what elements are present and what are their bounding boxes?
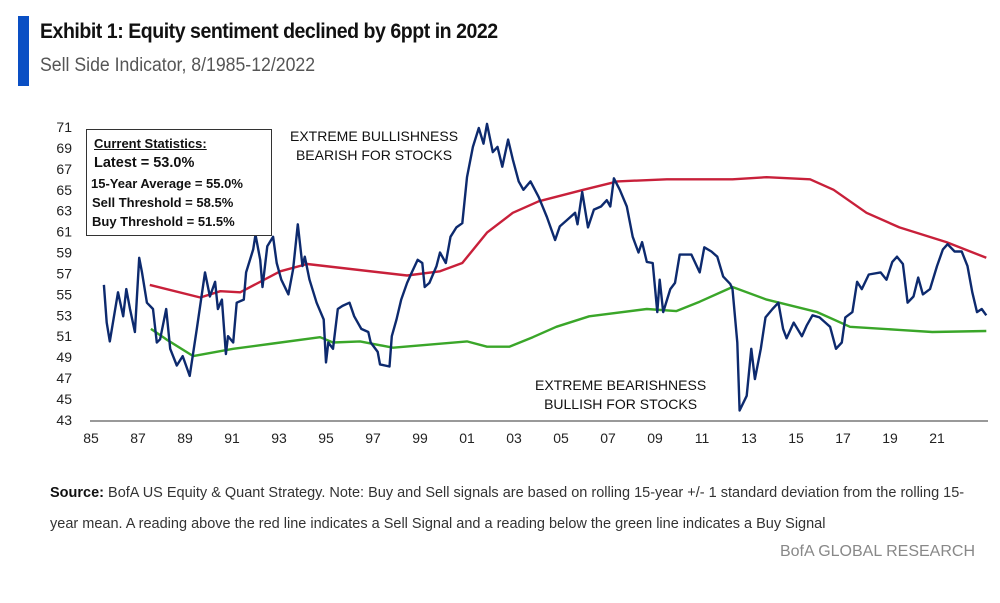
x-tick-label: 95 xyxy=(318,430,334,446)
y-tick-label: 61 xyxy=(56,224,72,240)
y-tick-label: 53 xyxy=(56,307,72,323)
brand-label: BofA GLOBAL RESEARCH xyxy=(779,543,975,560)
y-tick-label: 57 xyxy=(56,265,72,281)
source-text: BofA US Equity & Quant Strategy. Note: B… xyxy=(50,485,965,532)
series-line-buy-threshold xyxy=(150,285,987,358)
y-tick-label: 49 xyxy=(56,349,72,365)
x-tick-label: 97 xyxy=(365,430,381,446)
y-tick-label: 45 xyxy=(56,391,72,407)
annotation-bearishness: EXTREME BEARISHNESS BULLISH FOR STOCKS xyxy=(535,376,706,414)
x-tick-label: 89 xyxy=(177,430,193,446)
annotation-bullishness-line1: EXTREME BULLISHNESS xyxy=(290,128,459,144)
y-tick-label: 59 xyxy=(56,245,72,261)
x-tick-label: 13 xyxy=(741,430,757,446)
x-tick-label: 15 xyxy=(788,430,804,446)
y-tick-label: 55 xyxy=(56,286,72,302)
source-note: Source: BofA US Equity & Quant Strategy.… xyxy=(50,478,970,540)
x-tick-label: 85 xyxy=(83,430,99,446)
x-tick-label: 19 xyxy=(882,430,898,446)
x-tick-label: 99 xyxy=(412,430,428,446)
page-subtitle: Sell Side Indicator, 8/1985-12/2022 xyxy=(40,55,316,76)
stats-sell-threshold: Sell Threshold = 58.5% xyxy=(92,195,234,210)
x-tick-label: 09 xyxy=(647,430,663,446)
x-tick-label: 03 xyxy=(506,430,522,446)
annotation-bullishness: EXTREME BULLISHNESS BEARISH FOR STOCKS xyxy=(290,127,458,165)
x-tick-label: 05 xyxy=(553,430,569,446)
current-statistics-box: Current Statistics: Latest = 53.0% 15-Ye… xyxy=(86,129,272,236)
stats-buy-threshold: Buy Threshold = 51.5% xyxy=(92,214,235,229)
x-tick-label: 17 xyxy=(835,430,851,446)
y-tick-label: 65 xyxy=(56,182,72,198)
y-tick-label: 69 xyxy=(56,140,72,156)
y-tick-label: 67 xyxy=(56,161,72,177)
y-tick-label: 51 xyxy=(56,328,72,344)
x-tick-label: 87 xyxy=(130,430,146,446)
annotation-bearishness-line2: BULLISH FOR STOCKS xyxy=(544,396,698,412)
source-label: Source: xyxy=(50,485,104,501)
page-title: Exhibit 1: Equity sentiment declined by … xyxy=(40,20,498,43)
stats-latest: Latest = 53.0% xyxy=(94,155,195,171)
x-tick-label: 11 xyxy=(695,430,710,446)
accent-bar xyxy=(18,16,29,86)
stats-heading: Current Statistics: xyxy=(94,136,207,151)
y-tick-label: 43 xyxy=(56,412,72,428)
x-tick-label: 93 xyxy=(271,430,287,446)
x-tick-label: 07 xyxy=(600,430,616,446)
y-tick-label: 47 xyxy=(56,370,72,386)
stats-average: 15-Year Average = 55.0% xyxy=(91,176,243,191)
y-tick-label: 71 xyxy=(56,119,72,135)
series-line-ssi xyxy=(102,122,988,412)
series-line-sell-threshold xyxy=(149,175,987,299)
x-tick-label: 01 xyxy=(459,430,475,446)
y-tick-label: 63 xyxy=(56,203,72,219)
annotation-bullishness-line2: BEARISH FOR STOCKS xyxy=(295,147,453,163)
x-tick-label: 21 xyxy=(929,430,945,446)
x-tick-label: 91 xyxy=(224,430,240,446)
annotation-bearishness-line1: EXTREME BEARISHNESS xyxy=(535,377,707,393)
